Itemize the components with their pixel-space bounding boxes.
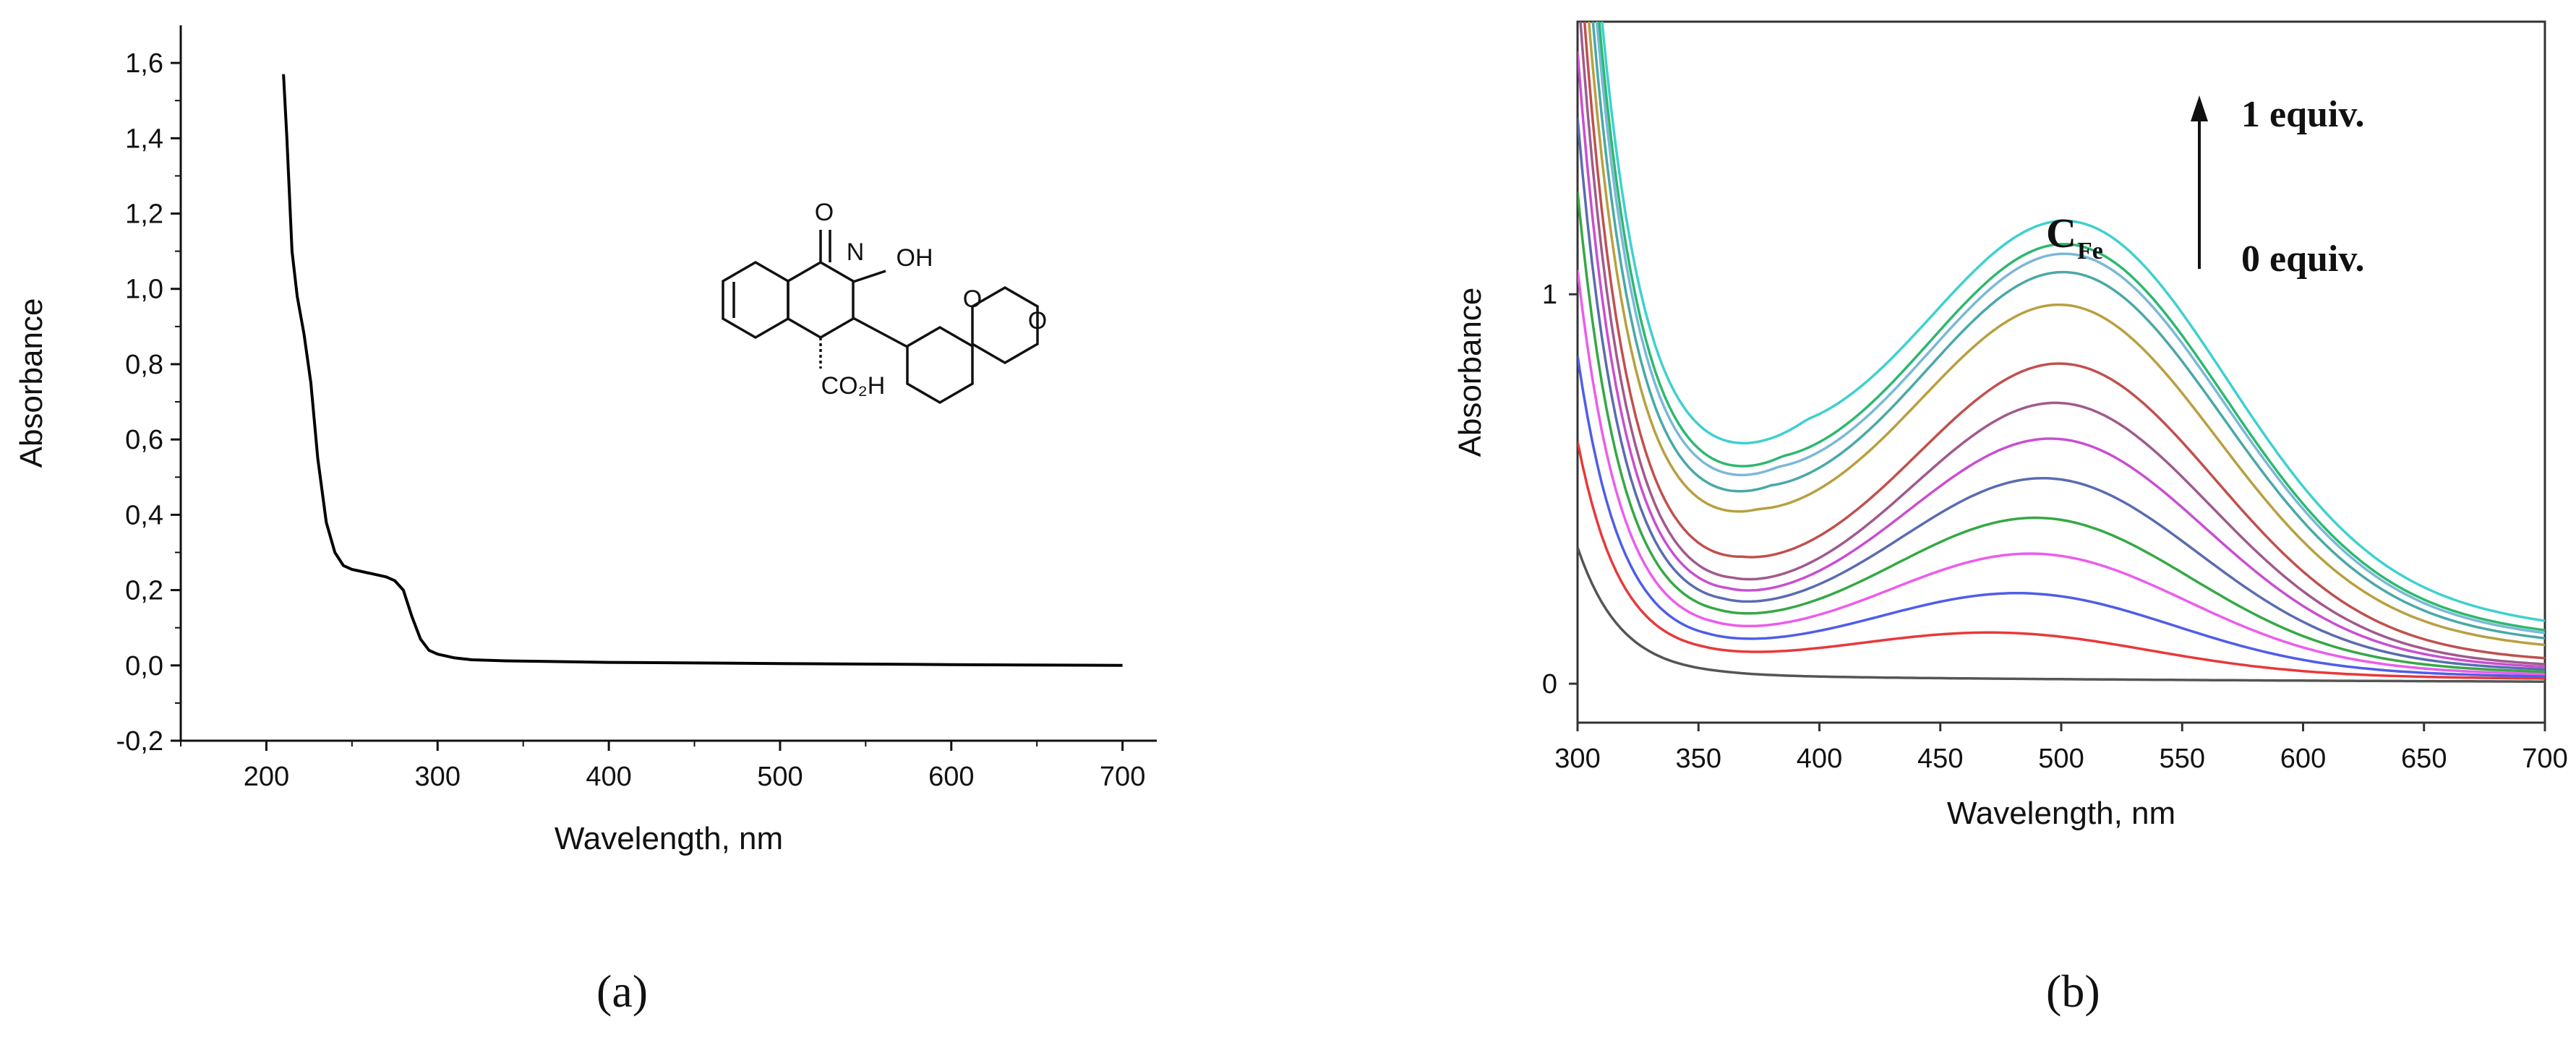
structure-label-n: N	[847, 238, 865, 266]
y-tick-label: 1	[1542, 280, 1557, 310]
series-line	[1578, 356, 2545, 678]
chart-a-svg: 200 300 400 500 600 700 -0,2 0,0 0,2 0,4 0,6 0,8 1,0…	[14, 25, 1157, 856]
y-axis-label: Absorbance	[1452, 288, 1488, 457]
structure-label-o: O	[815, 199, 834, 226]
series-line	[1587, 22, 2545, 647]
x-tick-label: 600	[2280, 744, 2326, 774]
series-line	[1583, 22, 2545, 660]
x-tick-label: 700	[2522, 744, 2567, 774]
series-line	[1578, 117, 2545, 671]
y-tick-label: 1,6	[125, 48, 163, 79]
x-axis-label: Wavelength, nm	[555, 821, 783, 856]
benzene-ring-right	[906, 325, 974, 405]
annotation-bottom-label: 0 equiv.	[2241, 238, 2365, 280]
chart-panel-a: 200 300 400 500 600 700 -0,2 0,0 0,2 0,4 0,6 0,8 1,0…	[0, 0, 1244, 1037]
x-tick-label: 500	[2038, 744, 2084, 774]
y-tick-label: 1,0	[125, 275, 163, 305]
dioxane-ring	[971, 285, 1039, 365]
series-line	[1595, 22, 2545, 634]
ring-link-bond	[852, 317, 908, 348]
y-tick-label: 1,2	[125, 199, 163, 230]
series-line	[1579, 22, 2545, 666]
plot-frame	[1576, 20, 2546, 724]
chemical-structure	[722, 230, 1039, 405]
annotation-fe-subscript: Fe	[2077, 238, 2103, 264]
x-tick-label: 400	[1797, 744, 1842, 774]
x-tick-label: 350	[1676, 744, 1721, 774]
y-axis-label: Absorbance	[14, 298, 49, 468]
x-tick-label: 500	[757, 762, 803, 792]
panel-b-caption: (b)	[2046, 965, 2100, 1017]
x-tick-label: 300	[415, 762, 461, 792]
y-tick-label: 0,0	[125, 651, 163, 681]
structure-label-o3: O	[1028, 307, 1047, 335]
lactam-ring	[787, 260, 855, 340]
x-tick-label: 300	[1554, 744, 1600, 774]
y-tick-label: 0,8	[125, 350, 163, 380]
annotation-arrow-head	[2191, 95, 2208, 121]
x-tick-label: 450	[1917, 744, 1963, 774]
y-tick-label: 0,2	[125, 576, 163, 606]
x-tick-label: 700	[1100, 762, 1145, 792]
series-line	[1578, 270, 2545, 676]
x-tick-label: 400	[586, 762, 631, 792]
plot-area	[1578, 22, 2545, 683]
series-line	[1578, 192, 2545, 674]
y-tick-label: 0	[1542, 669, 1557, 700]
x-axis-label: Wavelength, nm	[1947, 796, 2175, 831]
structure-label-co2h: CO₂H	[821, 372, 886, 400]
series-line	[1598, 22, 2545, 632]
chart-panel-b: 300 350 400 450 500 550 600 650 700 0 1 Wavelength,…	[1287, 0, 2576, 1037]
x-tick-label: 200	[244, 762, 289, 792]
series-line	[1578, 546, 2545, 683]
series-line	[1601, 22, 2545, 622]
series-line	[1591, 22, 2545, 640]
structure-label-oh: OH	[897, 244, 933, 272]
y-tick-label: 0,4	[125, 500, 163, 530]
n-oh-bond	[852, 270, 886, 283]
x-tick-label: 600	[928, 762, 974, 792]
x-tick-label: 650	[2401, 744, 2447, 774]
panel-a-caption: (a)	[596, 965, 649, 1017]
annotation-top-label: 1 equiv.	[2241, 94, 2365, 135]
x-tick-label: 550	[2160, 744, 2205, 774]
structure-label-o2: O	[963, 285, 982, 313]
annotation-c-label: C	[2046, 210, 2076, 257]
chart-b-svg: 300 350 400 450 500 550 600 650 700 0 1 Wavelength,…	[1452, 20, 2568, 831]
y-tick-label: 1,4	[125, 124, 163, 154]
series-line	[1578, 441, 2545, 680]
y-tick-label: 0,6	[125, 425, 163, 455]
series-line	[282, 74, 1123, 667]
series-line	[1578, 51, 2545, 668]
y-tick-label: -0,2	[116, 726, 163, 757]
